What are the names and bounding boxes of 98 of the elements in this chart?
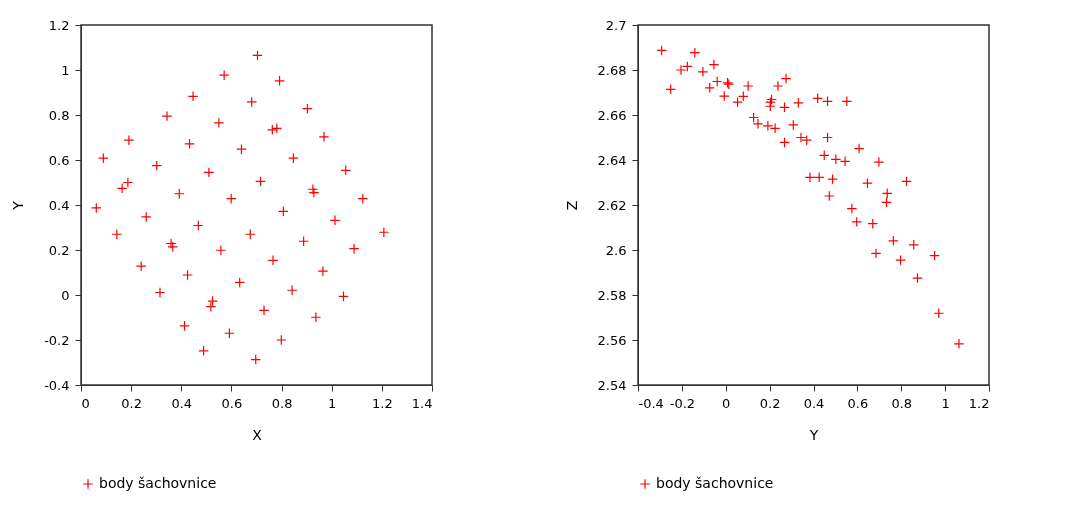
point: [203, 167, 215, 178]
point: [224, 327, 235, 339]
point: [277, 205, 289, 217]
x-tick-label: -0.2: [669, 395, 696, 411]
x-tick-label: 0.2: [121, 395, 142, 411]
point: [244, 228, 256, 240]
point: [116, 183, 128, 194]
y-tick-label: 0.2: [48, 242, 70, 258]
y-tick-label: 0.4: [48, 197, 70, 213]
point: [90, 202, 102, 214]
x-tick-label: -0.4: [638, 395, 664, 411]
point: [275, 334, 287, 346]
point: [338, 291, 349, 302]
point: [179, 320, 190, 332]
y-tick-label: 2.7: [605, 17, 627, 33]
point: [286, 284, 298, 296]
point: [250, 354, 262, 365]
y-tick-label: 0: [61, 287, 70, 303]
x-tick-label: 0: [81, 395, 90, 411]
point: [310, 311, 322, 323]
x-tick-label: 0.6: [847, 395, 869, 411]
x-tick-label: 1.2: [968, 395, 990, 411]
point: [122, 177, 134, 188]
point: [135, 260, 147, 272]
x-tick-label: 0.8: [891, 395, 913, 411]
point: [234, 277, 246, 288]
point: [288, 152, 299, 164]
point: [255, 176, 266, 187]
point: [207, 295, 218, 307]
y-tick-label: 2.62: [597, 197, 627, 213]
point: [308, 187, 320, 198]
x-tick-label: 0.4: [803, 395, 825, 411]
point: [173, 188, 185, 200]
point: [225, 193, 237, 205]
point: [165, 238, 177, 249]
point: [318, 131, 330, 143]
y-tick-label: -0.2: [44, 332, 70, 348]
x-tick-label: 0: [722, 395, 731, 411]
point: [348, 243, 360, 254]
point: [154, 287, 166, 298]
x-axis-title: X: [252, 426, 263, 443]
x-tick-label: 1.2: [372, 395, 393, 411]
point: [192, 220, 204, 231]
y-tick-label: 0.8: [48, 107, 70, 123]
point: [307, 183, 319, 195]
point: [252, 50, 263, 61]
x-tick-label: 1: [328, 395, 337, 411]
point: [266, 124, 278, 136]
y-tick-label: 2.6: [605, 242, 627, 258]
y-tick-label: 2.66: [597, 107, 627, 123]
point: [205, 301, 217, 313]
point: [271, 122, 283, 134]
x-tick-label: 1.4: [411, 395, 433, 411]
y-tick-label: 1: [61, 62, 70, 78]
y-tick-label: 2.58: [597, 287, 627, 303]
point: [123, 134, 135, 146]
point: [140, 211, 152, 223]
point: [357, 193, 369, 205]
point: [317, 265, 329, 277]
point: [267, 255, 279, 266]
point: [274, 75, 285, 87]
point: [167, 241, 179, 253]
point: [246, 96, 258, 108]
y-axis-title: Z: [563, 200, 580, 211]
point: [329, 214, 341, 226]
x-tick-label: 0.2: [759, 395, 781, 411]
point: [151, 160, 163, 171]
point: [187, 90, 199, 102]
point: [378, 226, 390, 238]
point: [213, 117, 225, 129]
y-tick-label: 2.64: [597, 152, 627, 168]
y-tick-label: 2.56: [597, 332, 627, 348]
x-tick-label: 0.6: [221, 395, 243, 411]
point: [236, 143, 247, 155]
y-axis-title: Y: [10, 200, 27, 211]
point: [258, 304, 270, 316]
point: [184, 138, 195, 150]
point: [215, 244, 227, 256]
y-tick-label: -0.4: [44, 377, 70, 393]
point: [298, 235, 309, 247]
point: [340, 165, 352, 176]
point: [97, 152, 109, 164]
legend-label: body šachovnice: [99, 475, 217, 491]
y-tick-label: 0.6: [48, 152, 70, 168]
y-tick-label: 2.54: [597, 377, 627, 393]
point: [198, 345, 209, 357]
x-tick-label: 0.4: [171, 395, 193, 411]
y-tick-label: 1.2: [48, 17, 70, 33]
point: [161, 110, 173, 122]
point: [111, 228, 123, 240]
point: [182, 269, 193, 281]
legend-label: body šachovnice: [656, 475, 774, 491]
point: [218, 69, 230, 81]
x-axis-title: Y: [808, 426, 819, 443]
x-tick-label: 0.8: [271, 395, 293, 411]
x-tick-label: 1: [941, 395, 950, 411]
y-tick-label: 2.68: [597, 62, 627, 78]
point: [302, 103, 313, 115]
